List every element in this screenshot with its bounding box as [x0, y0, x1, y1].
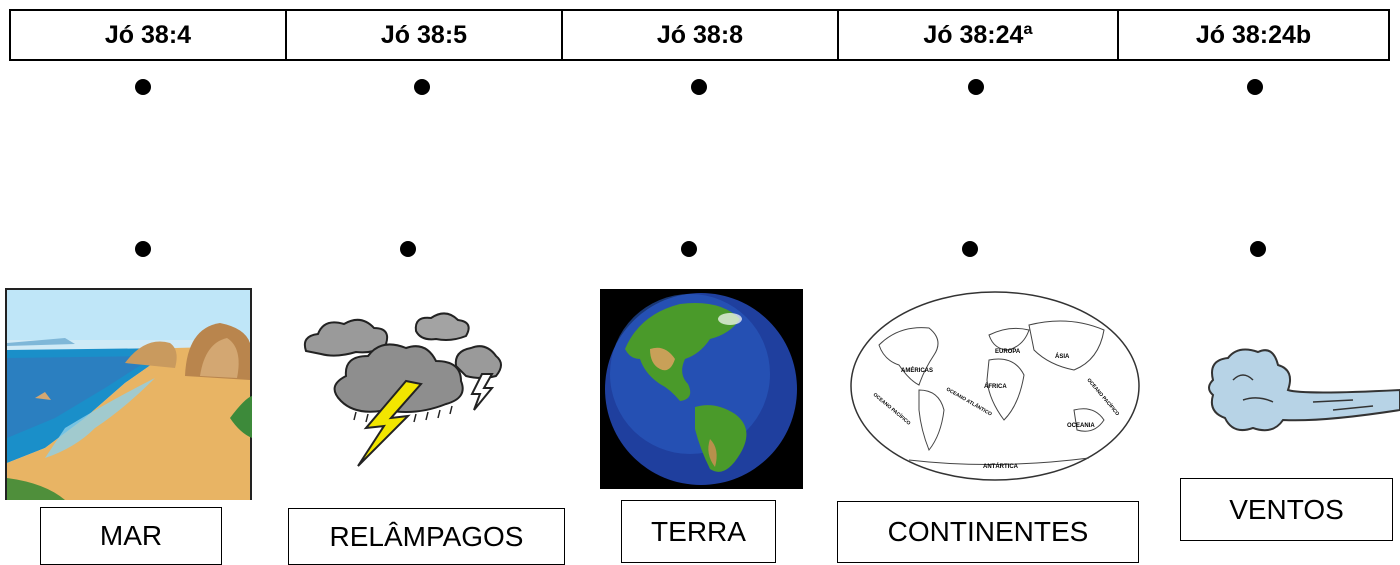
top-dot[interactable]	[1247, 79, 1263, 95]
bottom-dot[interactable]	[1250, 241, 1266, 257]
map-label: ÁFRICA	[984, 383, 1007, 390]
card-label: MAR	[40, 507, 222, 565]
card-label: RELÂMPAGOS	[288, 508, 565, 565]
bottom-dot[interactable]	[135, 241, 151, 257]
map-label: ANTÁRTICA	[983, 463, 1019, 470]
wind-gust-image	[1208, 348, 1400, 432]
card-label: TERRA	[621, 500, 776, 563]
bottom-dot[interactable]	[962, 241, 978, 257]
map-label: AMÉRICAS	[901, 366, 933, 374]
card-label: CONTINENTES	[837, 501, 1139, 563]
reference-cell: Jó 38:24ª	[839, 11, 1119, 59]
reference-cell: Jó 38:5	[287, 11, 563, 59]
reference-cell: Jó 38:24b	[1195, 20, 1312, 49]
map-label: ÁSIA	[1055, 353, 1070, 360]
map-label: EUROPA	[995, 349, 1021, 355]
top-dot[interactable]	[414, 79, 430, 95]
reference-cell: Jó 38:8	[563, 11, 839, 59]
beach-sea-image	[5, 288, 252, 500]
top-dot[interactable]	[691, 79, 707, 95]
references-table: Jó 38:4 Jó 38:5 Jó 38:8 Jó 38:24ª Jó 38:…	[9, 9, 1390, 61]
reference-cell: Jó 38:4	[11, 11, 287, 59]
world-map-image: AMÉRICAS EUROPA ÁSIA ÁFRICA OCEANO ATLÂN…	[850, 291, 1140, 481]
storm-lightning-image	[303, 312, 502, 467]
map-label: OCEANIA	[1067, 423, 1095, 429]
top-dot[interactable]	[135, 79, 151, 95]
top-dot[interactable]	[968, 79, 984, 95]
bottom-dot[interactable]	[681, 241, 697, 257]
card-label: VENTOS	[1180, 478, 1393, 541]
bottom-dot[interactable]	[400, 241, 416, 257]
earth-globe-image	[600, 289, 803, 489]
